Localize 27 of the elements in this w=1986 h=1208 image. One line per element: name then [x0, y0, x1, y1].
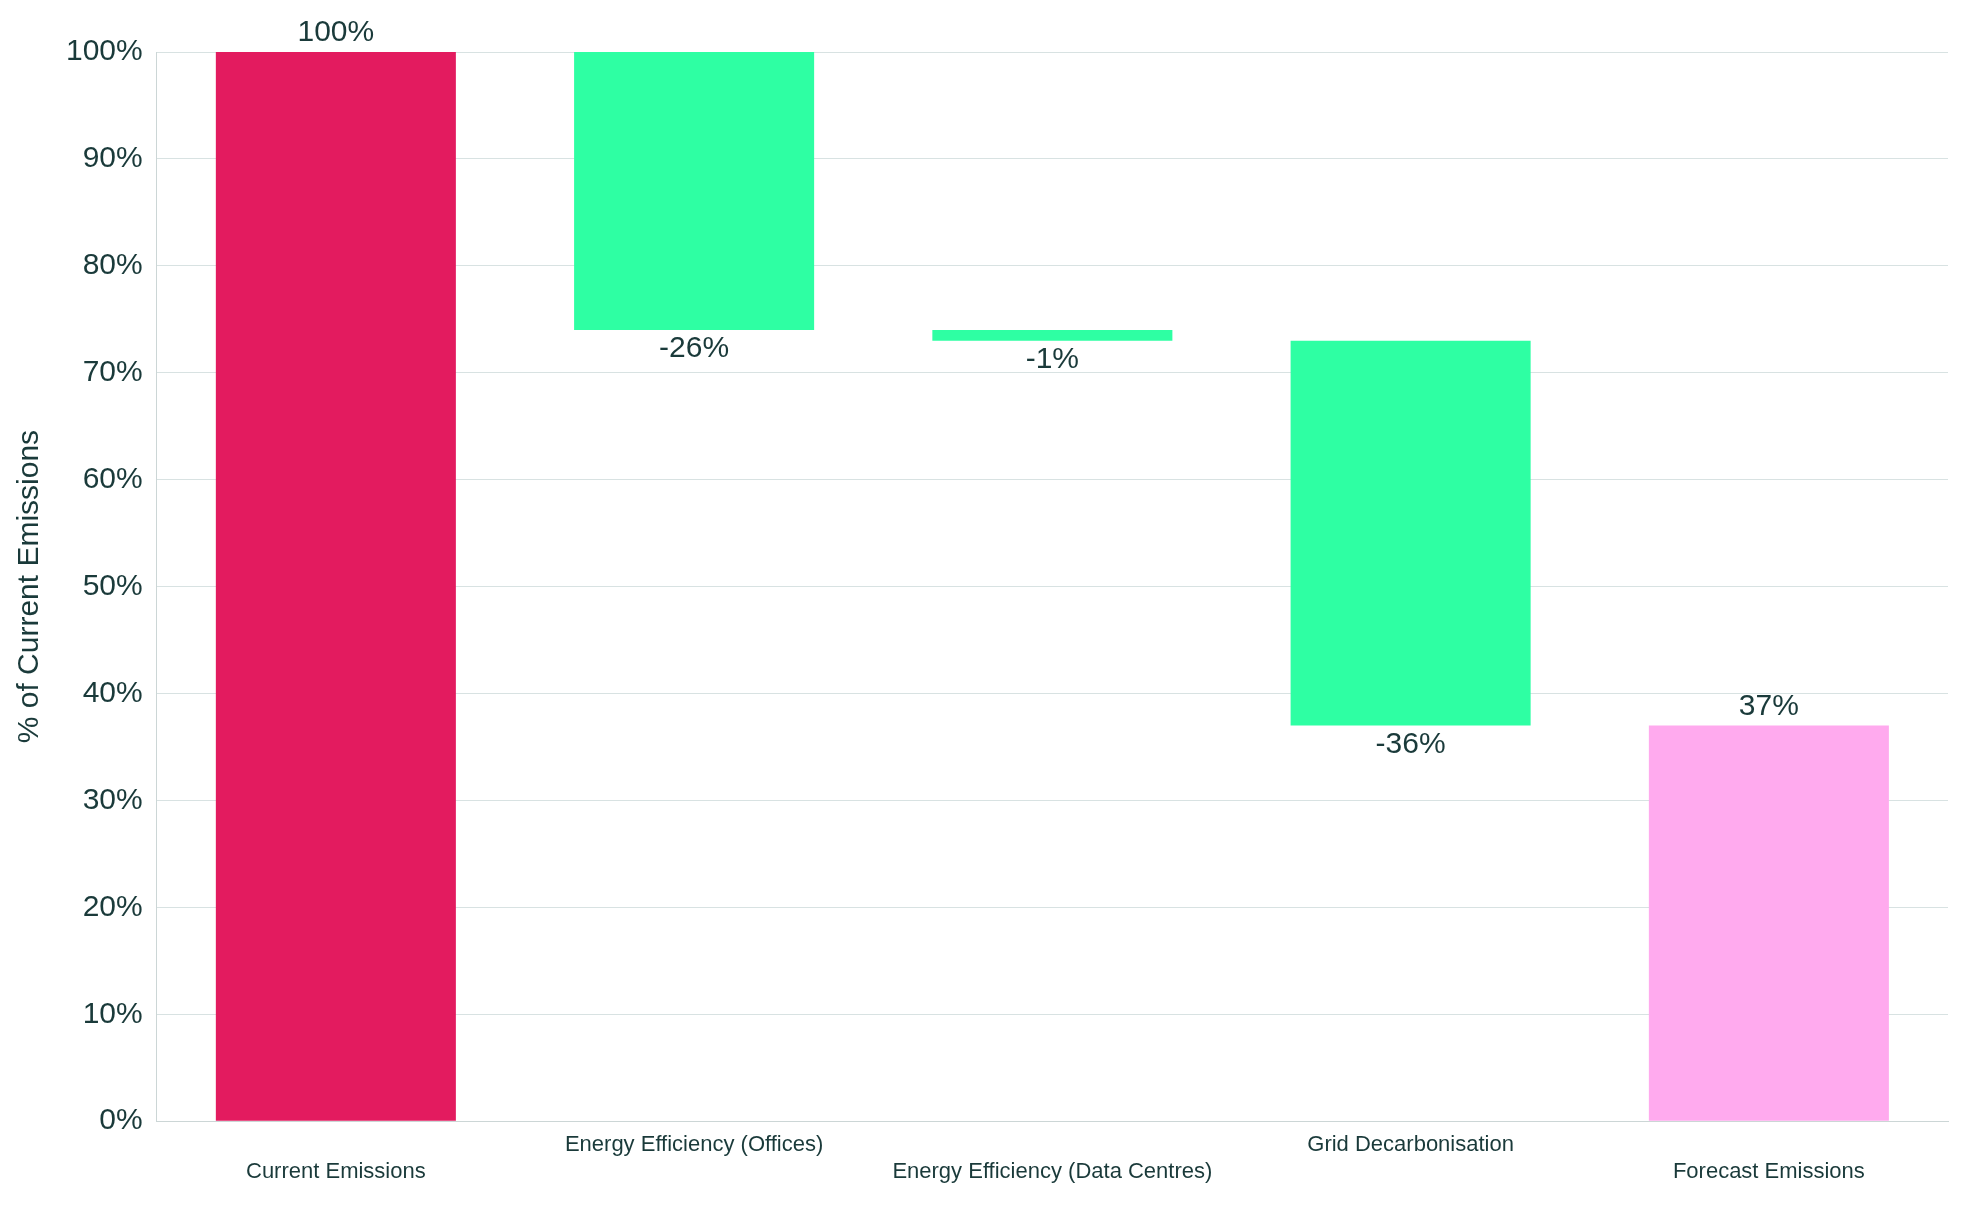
y-tick-label: 50% [82, 567, 143, 601]
y-tick-label: 40% [82, 674, 143, 708]
y-tick-label: 30% [82, 781, 143, 815]
x-tick-label: Energy Efficiency (Offices) [564, 1131, 824, 1157]
y-tick-label: 70% [82, 354, 143, 388]
data-label: 37% [1738, 687, 1799, 721]
bar [574, 52, 815, 330]
y-tick-label: 10% [82, 995, 143, 1029]
bar [932, 329, 1173, 341]
y-tick-label: 100% [65, 33, 143, 67]
x-tick-label: Current Emissions [246, 1157, 426, 1183]
data-label: -1% [1025, 340, 1080, 374]
data-label: 100% [297, 14, 375, 48]
data-label: -36% [1375, 725, 1446, 759]
y-tick-label: 80% [82, 247, 143, 281]
bar [1290, 340, 1531, 726]
y-tick-label: 90% [82, 140, 143, 174]
x-tick-label: Grid Decarbonisation [1307, 1131, 1514, 1157]
y-tick-label: 20% [82, 888, 143, 922]
y-tick-label: 0% [99, 1102, 143, 1136]
data-label: -26% [659, 330, 730, 364]
y-tick-label: 60% [82, 460, 143, 494]
y-axis-title: % of Current Emissions [11, 429, 45, 744]
bar [215, 52, 456, 1121]
x-tick-label: Energy Efficiency (Data Centres) [892, 1157, 1213, 1183]
x-tick-label: Forecast Emissions [1672, 1157, 1865, 1183]
bar [1648, 725, 1889, 1121]
